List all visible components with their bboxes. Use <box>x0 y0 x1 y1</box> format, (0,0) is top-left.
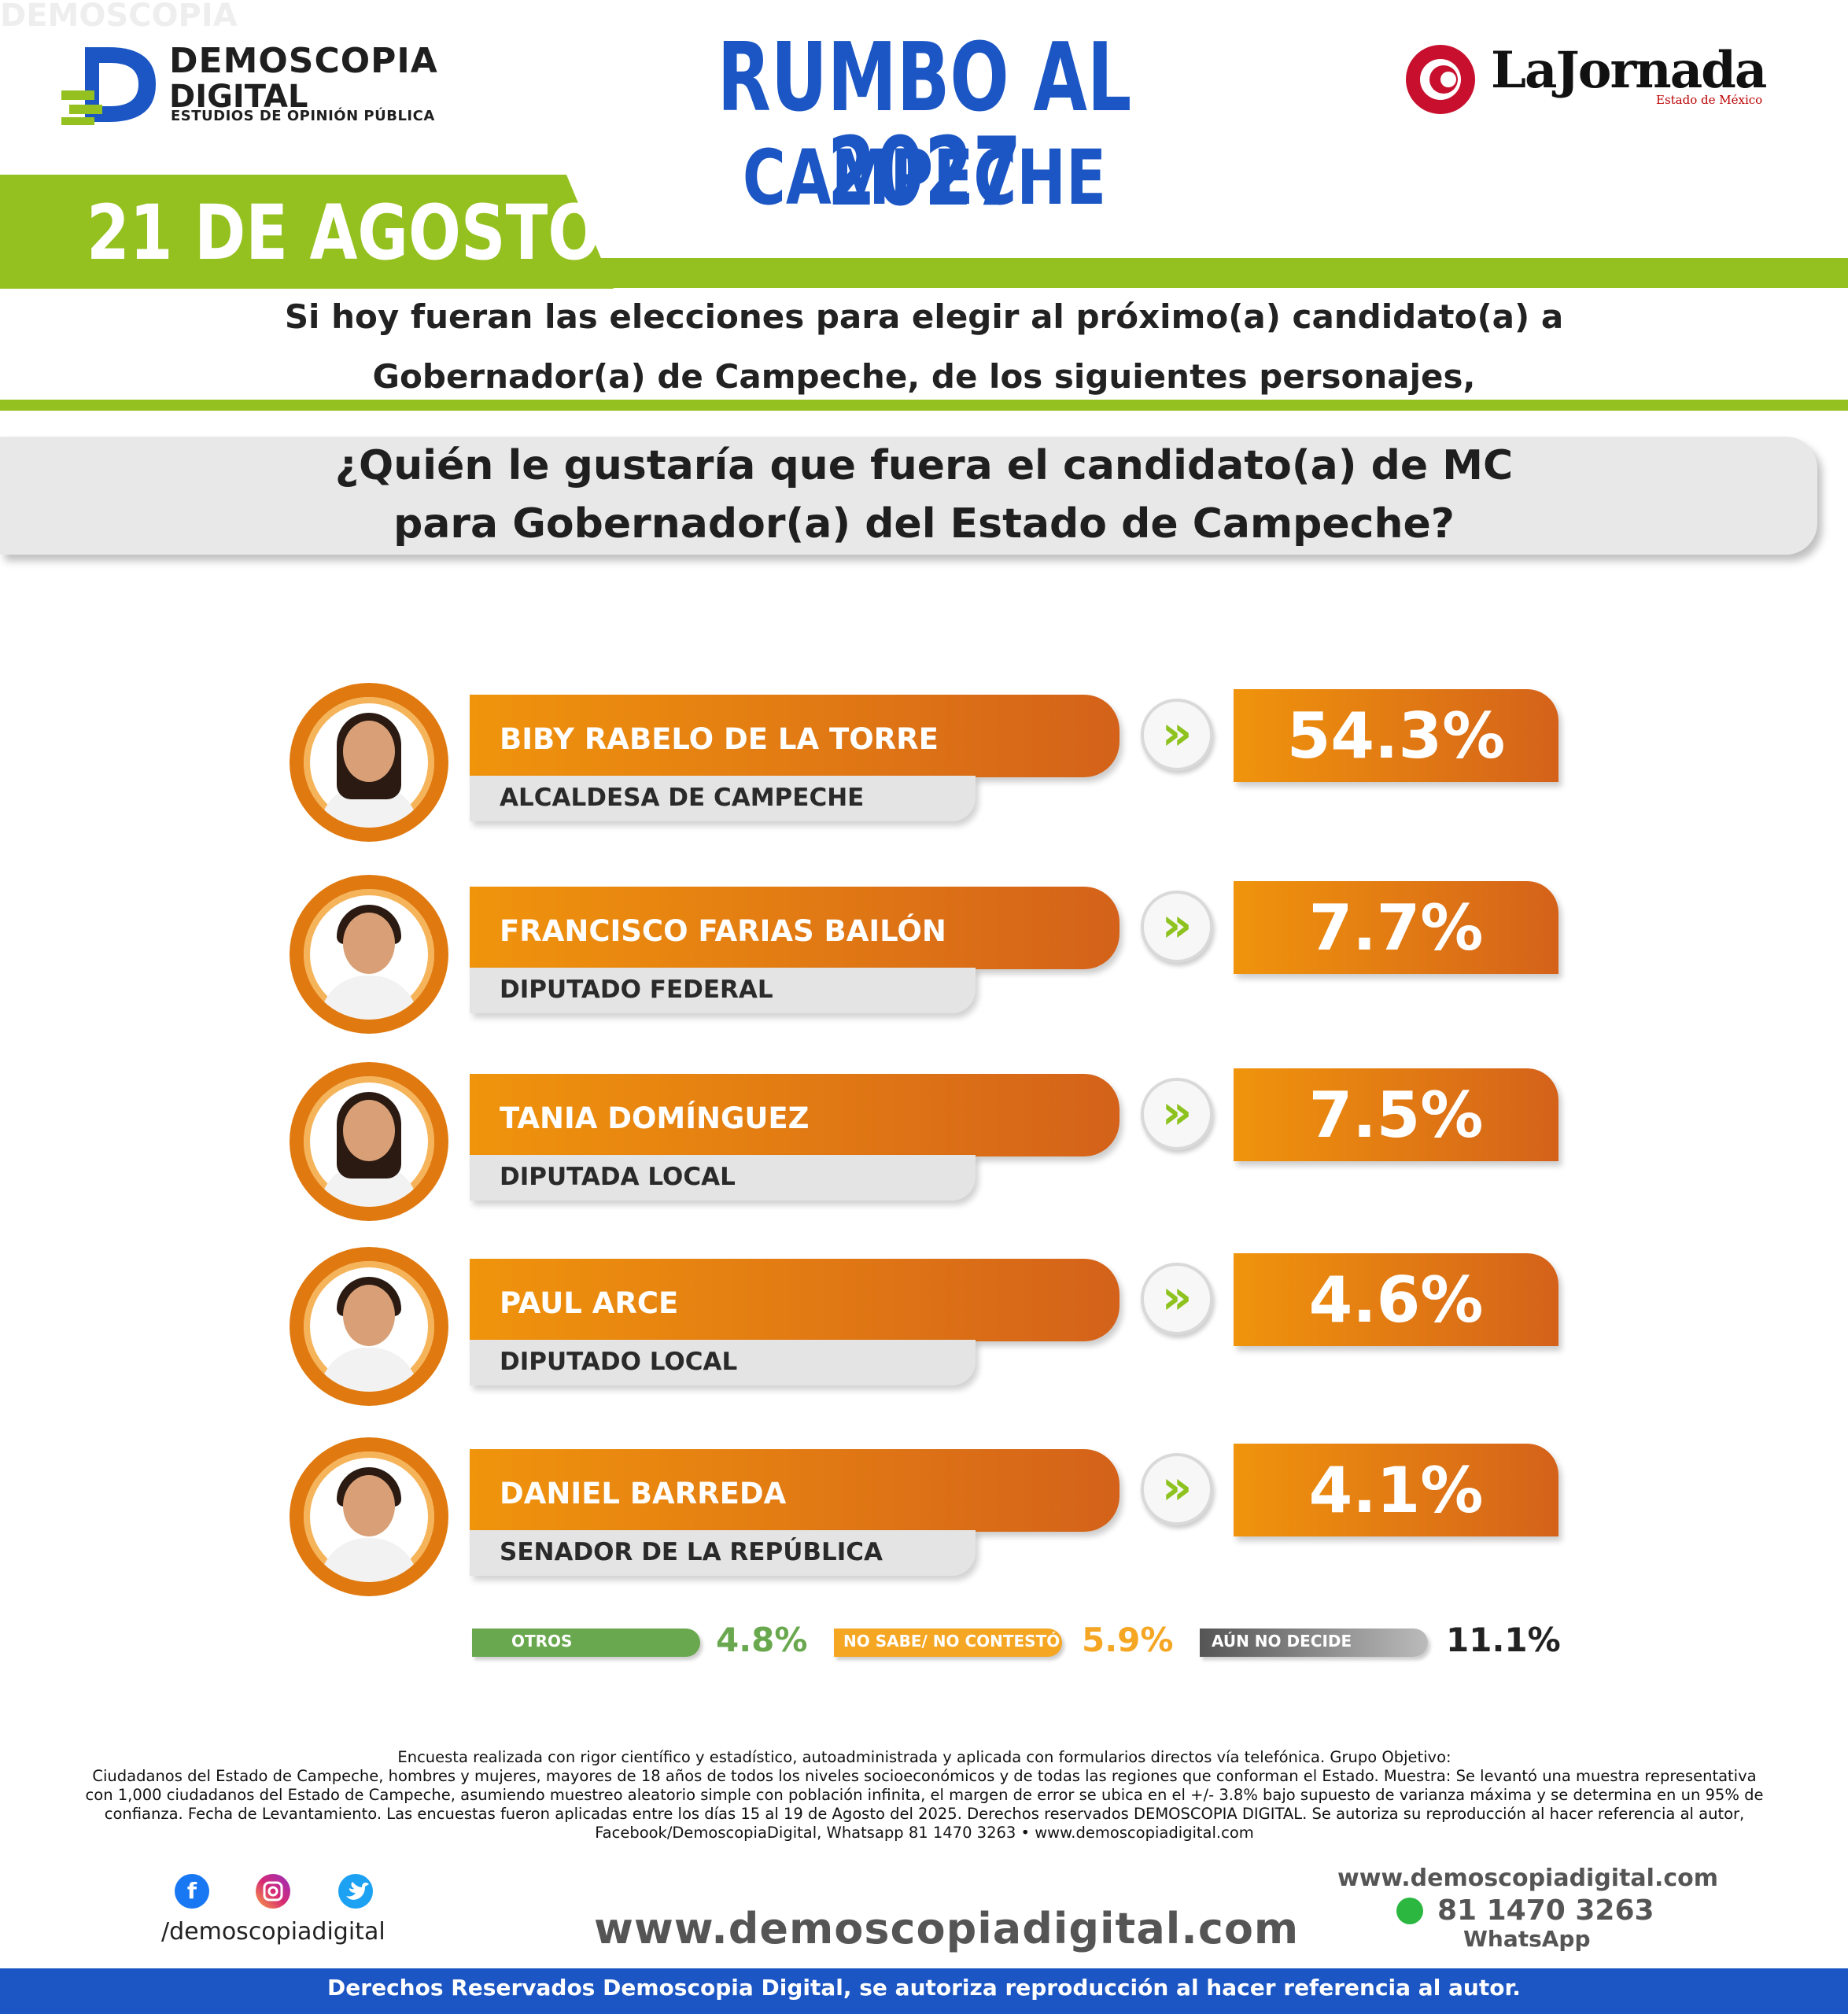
phone-number[interactable]: 81 1470 3263 <box>1437 1894 1654 1927</box>
question-main-line1: ¿Quién le gustaría que fuera el candidat… <box>334 442 1514 489</box>
rights-text: Derechos Reservados Demoscopia Digital, … <box>327 1975 1521 2001</box>
candidate-role-bar <box>470 1155 976 1201</box>
candidate-name-bar <box>470 1074 1119 1156</box>
methodology-line3: con 1,000 ciudadanos del Estado de Campe… <box>85 1786 1764 1804</box>
candidate-role-bar <box>470 968 976 1013</box>
watermark: DEMOSCOPIA <box>0 0 238 34</box>
candidate-role-bar <box>470 1530 976 1576</box>
facebook-icon[interactable]: f <box>175 1874 209 1909</box>
partner-sub: Estado de México <box>1656 93 1763 107</box>
candidate-role-bar <box>470 1340 976 1385</box>
candidate-role: ALCALDESA DE CAMPECHE <box>500 784 865 812</box>
question-main-line2: para Gobernador(a) del Estado de Campech… <box>393 500 1455 548</box>
brand-logo <box>61 43 160 126</box>
instagram-icon[interactable] <box>256 1874 290 1909</box>
undecided-value: 11.1% <box>1446 1621 1561 1659</box>
candidate-name: BIBY RABELO DE LA TORRE <box>500 722 939 756</box>
brand-line1: DEMOSCOPIA <box>169 41 438 81</box>
question-intro-line1: Si hoy fueran las elecciones para elegir… <box>284 297 1564 336</box>
brand-line3: ESTUDIOS DE OPINIÓN PÚBLICA <box>171 108 435 124</box>
candidate-row: BIBY RABELO DE LA TORRE ALCALDESA DE CAMP… <box>0 683 1848 856</box>
candidate-percent-box <box>1234 1253 1558 1346</box>
no-answer-value: 5.9% <box>1082 1621 1174 1659</box>
candidate-photo <box>290 683 448 842</box>
candidate-percent-box <box>1234 689 1558 782</box>
others-value: 4.8% <box>716 1621 808 1659</box>
whatsapp-label: WhatsApp <box>1463 1926 1591 1952</box>
candidate-photo <box>290 875 448 1034</box>
candidate-name-bar <box>470 1449 1119 1532</box>
candidate-role: DIPUTADO FEDERAL <box>500 976 773 1004</box>
candidate-percent: 4.1% <box>1308 1454 1484 1527</box>
candidate-name: TANIA DOMÍNGUEZ <box>500 1101 810 1135</box>
candidate-name: PAUL ARCE <box>500 1286 679 1320</box>
methodology-line2: Ciudadanos del Estado de Campeche, hombr… <box>92 1767 1757 1785</box>
double-chevron-icon: » <box>1141 1263 1213 1335</box>
others-bar <box>472 1629 700 1657</box>
double-chevron-icon: » <box>1141 699 1213 771</box>
no-answer-bar <box>834 1629 1062 1657</box>
candidate-percent-box <box>1234 1068 1558 1161</box>
double-chevron-icon: » <box>1141 1453 1213 1525</box>
candidate-percent-box <box>1234 1444 1558 1536</box>
candidate-name-bar <box>470 887 1119 969</box>
candidate-name: FRANCISCO FARIAS BAILÓN <box>500 914 946 948</box>
candidate-photo <box>290 1437 448 1596</box>
undecided-label: AÚN NO DECIDE <box>1212 1632 1352 1651</box>
question-main: ¿Quién le gustaría que fuera el candidat… <box>0 437 1848 553</box>
candidate-percent: 7.7% <box>1308 891 1484 965</box>
methodology-line5: Facebook/DemoscopiaDigital, Whatsapp 81 … <box>595 1824 1254 1842</box>
candidate-photo <box>290 1247 448 1406</box>
candidate-role-bar <box>470 776 976 821</box>
double-chevron-icon: » <box>1141 1078 1213 1150</box>
candidate-percent: 54.3% <box>1286 699 1506 773</box>
candidate-photo <box>290 1062 448 1221</box>
header-green-bar <box>0 258 1848 288</box>
candidate-row: PAUL ARCE DIPUTADO LOCAL » 4.6% <box>0 1247 1848 1420</box>
others-label: OTROS <box>511 1632 573 1651</box>
candidate-name-bar <box>470 695 1119 777</box>
candidate-role: DIPUTADA LOCAL <box>500 1163 736 1191</box>
whatsapp-icon <box>1396 1898 1423 1924</box>
candidate-row: TANIA DOMÍNGUEZ DIPUTADA LOCAL » 7.5% <box>0 1062 1848 1235</box>
candidate-percent: 7.5% <box>1308 1079 1484 1152</box>
candidate-row: FRANCISCO FARIAS BAILÓN DIPUTADO FEDERAL »… <box>0 875 1848 1048</box>
candidate-row: DANIEL BARREDA SENADOR DE LA REPÚBLICA » 4.… <box>0 1437 1848 1610</box>
no-answer-label: NO SABE/ NO CONTESTÓ <box>843 1632 1060 1651</box>
candidate-name-bar <box>470 1259 1119 1341</box>
twitter-icon[interactable] <box>338 1874 373 1909</box>
candidate-role: SENADOR DE LA REPÚBLICA <box>500 1538 883 1566</box>
question-intro: Si hoy fueran las elecciones para elegir… <box>0 287 1848 407</box>
date-label: 21 DE AGOSTO <box>87 189 601 277</box>
partner-logo-icon <box>1404 43 1477 116</box>
candidate-percent: 4.6% <box>1308 1263 1484 1337</box>
question-box <box>0 437 1817 555</box>
candidate-percent-box <box>1234 881 1558 974</box>
sub-title: CAMPECHE <box>742 134 1107 222</box>
rights-bar <box>0 1968 1848 2014</box>
social-handle: /demoscopiadigital <box>161 1918 385 1946</box>
separator-line <box>0 400 1848 411</box>
question-intro-line2: Gobernador(a) de Campeche, de los siguie… <box>372 357 1476 396</box>
methodology-line1: Encuesta realizada con rigor científico … <box>397 1748 1451 1766</box>
methodology-note: Encuesta realizada con rigor científico … <box>43 1748 1806 1842</box>
website-link-small[interactable]: www.demoscopiadigital.com <box>1337 1865 1718 1892</box>
candidate-name: DANIEL BARREDA <box>500 1477 787 1510</box>
main-title: RUMBO AL 2027 <box>717 24 1132 227</box>
website-link[interactable]: www.demoscopiadigital.com <box>594 1904 1300 1953</box>
undecided-bar <box>1200 1629 1428 1657</box>
brand-line2: DIGITAL <box>169 79 308 115</box>
partner-name: LaJornada <box>1491 41 1767 100</box>
candidate-role: DIPUTADO LOCAL <box>500 1348 738 1376</box>
methodology-line4: confianza. Fecha de Levantamiento. Las e… <box>104 1805 1745 1823</box>
double-chevron-icon: » <box>1141 891 1213 963</box>
